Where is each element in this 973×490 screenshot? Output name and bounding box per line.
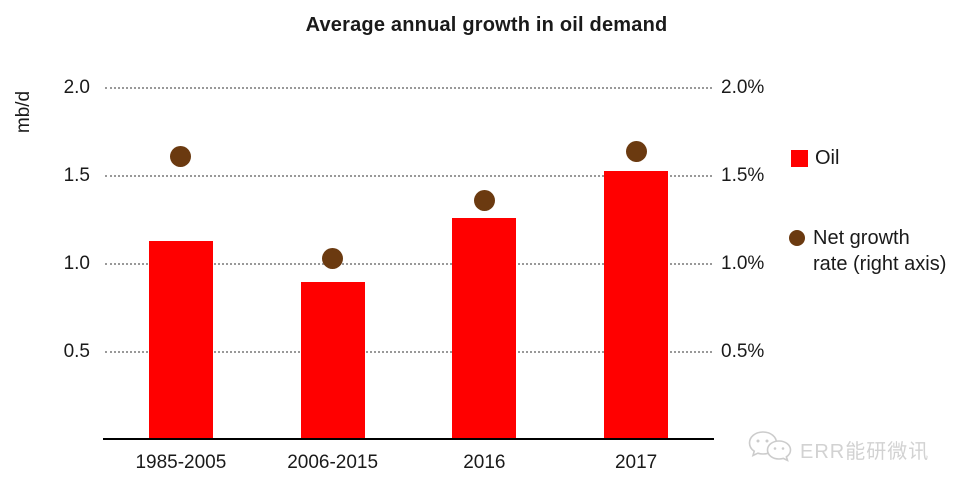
gridline (105, 87, 712, 89)
watermark-text: ERR能研微讯 (800, 441, 930, 463)
net-growth-legend-dot-icon (789, 230, 805, 246)
chart-title: Average annual growth in oil demand (305, 14, 668, 36)
oil-bar (452, 218, 517, 440)
right-axis-tick-label: 0.5% (721, 341, 765, 362)
net-growth-rate-dot (322, 248, 344, 270)
net-growth-rate-dot (170, 146, 192, 168)
right-axis-tick-label: 1.5% (721, 165, 765, 186)
left-axis-unit-label: mb/d (13, 90, 34, 134)
left-axis-tick-label: 1.0 (63, 253, 90, 274)
gridline (105, 351, 712, 353)
oil-bar (300, 281, 365, 440)
watermark: ERR能研微讯 (746, 428, 929, 471)
x-axis-category-label: 2017 (614, 452, 658, 473)
left-axis-tick-label: 0.5 (63, 341, 90, 362)
left-axis-tick-label: 1.5 (63, 165, 90, 186)
x-axis-category-label: 2016 (463, 452, 506, 473)
oil-legend-label: Oil (815, 147, 840, 169)
right-axis-tick-label: 1.0% (721, 253, 765, 274)
legend-item-oil: Oil (791, 147, 839, 170)
right-axis-tick-label: 2.0% (721, 77, 765, 98)
x-axis-line (103, 438, 714, 440)
x-axis-category-label: 1985-2005 (135, 452, 227, 473)
legend-item-net-growth-rate: Net growth rate (right axis) (789, 225, 946, 277)
oil-legend-swatch-icon (791, 150, 808, 167)
oil-bar (604, 170, 669, 440)
gridline (105, 175, 712, 177)
oil-bar (148, 241, 213, 440)
wechat-logo-icon (746, 428, 794, 471)
net-growth-rate-dot (473, 190, 495, 212)
gridline (105, 263, 712, 265)
net-growth-legend-label: Net growth rate (right axis) (813, 227, 947, 275)
left-axis-tick-label: 2.0 (63, 77, 90, 98)
x-axis-category-label: 2006-2015 (287, 452, 379, 473)
net-growth-rate-dot (625, 140, 647, 162)
